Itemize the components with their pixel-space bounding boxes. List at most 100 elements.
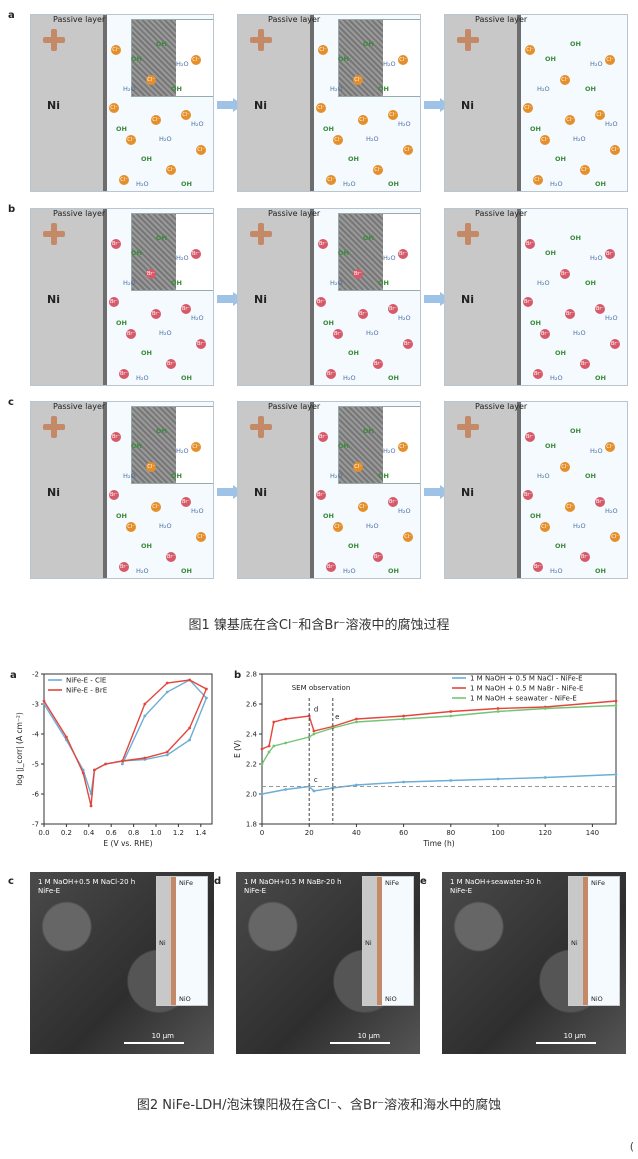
hydroxide-label: OH xyxy=(585,472,596,480)
x-tick-label: 120 xyxy=(539,829,552,837)
data-point xyxy=(307,735,311,739)
chloride-ion: Cl⁻ xyxy=(196,145,206,155)
passive-layer-label: Passive layer xyxy=(268,209,321,218)
panel-letter: b xyxy=(234,670,241,681)
passive-film xyxy=(517,209,521,385)
water-label: H₂O xyxy=(573,135,586,143)
panel-c-2: Ni Passive layer Br⁻ Cl⁻ Br⁻ Cl⁻ Br⁻ Cl⁻ Br⁻ Cl⁻ B… xyxy=(237,401,421,579)
water-label: H₂O xyxy=(191,507,204,515)
magnified-inset xyxy=(131,213,213,291)
chloride-ion: Cl⁻ xyxy=(388,110,398,120)
bromide-ion: Br⁻ xyxy=(595,304,605,314)
bromide-ion: Br⁻ xyxy=(166,552,176,562)
chloride-ion: Cl⁻ xyxy=(166,165,176,175)
hydroxide-label: OH xyxy=(363,40,374,48)
chloride-ion: Cl⁻ xyxy=(119,175,129,185)
data-point xyxy=(496,707,500,710)
chloride-ion: Cl⁻ xyxy=(403,532,413,542)
nickel-label: Ni xyxy=(254,99,267,112)
bromide-ion: Br⁻ xyxy=(560,269,570,279)
data-point xyxy=(188,678,192,682)
sem-observation-label: SEM observation xyxy=(292,684,351,692)
y-axis-label: log |j_corr| (A cm⁻²) xyxy=(15,712,24,786)
water-label: H₂O xyxy=(537,279,550,287)
bromide-ion: Br⁻ xyxy=(109,490,119,500)
y-tick-label: -7 xyxy=(32,821,39,829)
scale-bar xyxy=(330,1042,390,1044)
nickel-substrate xyxy=(445,402,517,578)
passive-film xyxy=(310,15,314,191)
chloride-ion: Cl⁻ xyxy=(560,75,570,85)
data-point xyxy=(312,729,316,733)
hydroxide-label: OH xyxy=(348,155,359,163)
scale-bar-label: 10 μm xyxy=(151,1032,174,1040)
bromide-ion: Br⁻ xyxy=(540,329,550,339)
x-tick-label: 0.0 xyxy=(38,829,49,837)
chloride-ion: Cl⁻ xyxy=(146,75,156,85)
data-point xyxy=(307,785,311,788)
bromide-ion: Br⁻ xyxy=(181,304,191,314)
x-tick-label: 80 xyxy=(446,829,455,837)
hydroxide-label: OH xyxy=(530,319,541,327)
bromide-ion: Br⁻ xyxy=(111,432,121,442)
chloride-ion: Cl⁻ xyxy=(326,175,336,185)
bromide-ion: Br⁻ xyxy=(196,339,206,349)
chloride-ion: Cl⁻ xyxy=(358,115,368,125)
data-point xyxy=(188,738,192,742)
water-label: H₂O xyxy=(176,254,189,262)
passive-layer-label: Passive layer xyxy=(53,15,106,24)
chloride-ion: Cl⁻ xyxy=(353,462,363,472)
chloride-ion: Cl⁻ xyxy=(540,522,550,532)
hydroxide-label: OH xyxy=(116,319,127,327)
sem-schematic: NiFe Ni NiO xyxy=(362,876,414,1006)
data-point xyxy=(355,783,358,787)
chloride-ion: Cl⁻ xyxy=(373,165,383,175)
hydroxide-label: OH xyxy=(388,567,399,575)
row-label-b: b xyxy=(8,204,16,215)
y-tick-label: -2 xyxy=(32,671,39,679)
bromide-ion: Br⁻ xyxy=(146,269,156,279)
process-arrow-icon xyxy=(217,98,243,112)
nickel-label: Ni xyxy=(461,293,474,306)
nickel-label: Ni xyxy=(47,293,60,306)
panel-b-1: Ni Passive layer Br⁻ Br⁻ Br⁻ Br⁻ Br⁻ Br⁻ Br⁻ Br⁻ B… xyxy=(30,208,214,386)
panel-letter: a xyxy=(10,670,17,681)
plus-icon xyxy=(250,29,272,51)
water-label: H₂O xyxy=(136,180,149,188)
ni-label: Ni xyxy=(159,939,166,947)
legend-entry: NiFe-E - BrE xyxy=(66,687,107,695)
nickel-substrate xyxy=(31,15,103,191)
y-axis-label: E (V) xyxy=(233,740,242,758)
chloride-ion: Cl⁻ xyxy=(565,115,575,125)
data-point xyxy=(205,687,208,691)
bromide-ion: Br⁻ xyxy=(191,249,201,259)
bromide-ion: Br⁻ xyxy=(181,497,191,507)
water-label: H₂O xyxy=(537,85,550,93)
data-point xyxy=(260,762,264,766)
hydroxide-label: OH xyxy=(131,249,142,257)
y-tick-label: 2.6 xyxy=(246,701,258,709)
bromide-ion: Br⁻ xyxy=(373,359,383,369)
point-marker-label: e xyxy=(335,713,339,721)
data-point xyxy=(449,710,453,713)
water-label: H₂O xyxy=(136,374,149,382)
data-point xyxy=(121,762,124,766)
legend-entry: 1 M NaOH + 0.5 M NaBr - NiFe-E xyxy=(470,685,583,693)
plus-icon xyxy=(457,416,479,438)
chloride-ion: Cl⁻ xyxy=(111,45,121,55)
hydroxide-label: OH xyxy=(141,349,152,357)
data-point xyxy=(205,696,208,700)
y-tick-label: -4 xyxy=(32,731,40,739)
nife-label: NiFe xyxy=(385,879,400,887)
bromide-ion: Br⁻ xyxy=(358,309,368,319)
data-point xyxy=(284,788,287,791)
hydroxide-label: OH xyxy=(348,349,359,357)
water-label: H₂O xyxy=(136,567,149,575)
chloride-ion: Cl⁻ xyxy=(191,55,201,65)
process-arrow-icon xyxy=(424,485,450,499)
y-tick-label: 1.8 xyxy=(246,821,257,829)
plus-icon xyxy=(457,223,479,245)
water-label: H₂O xyxy=(176,60,189,68)
data-point xyxy=(188,726,192,730)
figure-2-caption: 图2 NiFe-LDH/泡沫镍阳极在含Cl⁻、含Br⁻溶液和海水中的腐蚀 xyxy=(136,1098,502,1113)
